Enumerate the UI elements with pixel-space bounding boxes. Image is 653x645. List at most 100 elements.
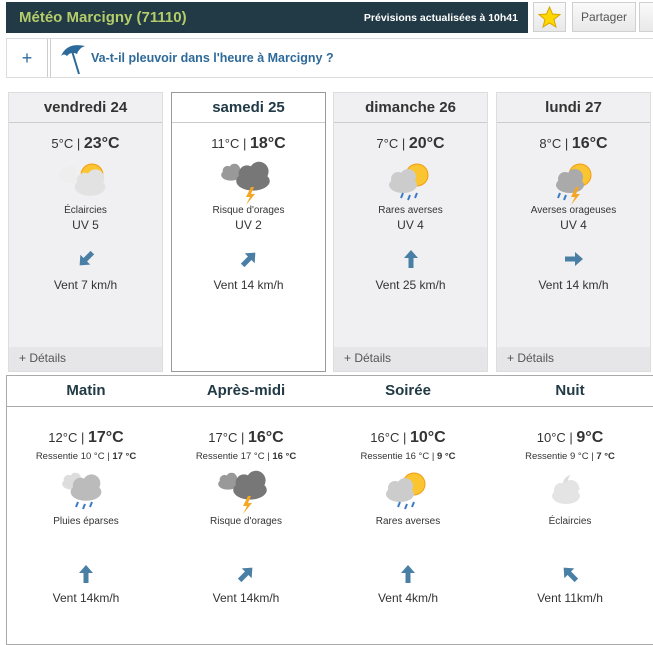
day-name: samedi 25	[172, 93, 325, 123]
wind-arrow-icon	[79, 250, 94, 266]
details-label: Détails	[354, 351, 392, 365]
weather-description: Pluies éparses	[53, 516, 119, 527]
temp-min: 8°C	[539, 136, 562, 151]
wind-speed: Vent 14km/h	[212, 591, 280, 605]
temp-max: 16°C	[247, 429, 284, 446]
temperature-range: 12°C | 17°C	[48, 429, 124, 446]
wind-arrow-icon	[237, 567, 253, 583]
weather-description: Risque d'orages	[212, 205, 285, 216]
favorite-button[interactable]	[533, 2, 566, 32]
weather-description: Rares averses	[375, 516, 441, 527]
details-button[interactable]: + Détails	[334, 347, 487, 371]
sun-rain-showers-icon	[388, 163, 428, 201]
share-button[interactable]: Partager	[572, 2, 636, 32]
thunderstorm-icon	[218, 470, 267, 514]
temp-min: 12°C	[48, 430, 78, 445]
header-bar: Météo Marcigny (71110) Prévisions actual…	[6, 2, 528, 33]
feels-like-max: 7 °C	[596, 451, 615, 462]
weather-description: Risque d'orages	[210, 516, 282, 527]
day-card[interactable]: samedi 25 11°C | 18°C Risque d'orages UV…	[171, 92, 326, 372]
day-name: dimanche 26	[334, 93, 487, 123]
wind-arrow-icon	[403, 250, 418, 268]
day-card[interactable]: dimanche 26 7°C | 20°C Rares averses UV …	[333, 92, 488, 372]
wind-arrow-icon	[564, 252, 583, 266]
period-name: Nuit	[555, 382, 585, 399]
umbrella-icon	[61, 45, 85, 75]
period-header-row: Matin Après-midi Soirée Nuit	[7, 376, 653, 407]
moon-cloud-icon	[552, 473, 584, 504]
wind-speed: Vent 25 km/h	[375, 278, 446, 292]
period-column: 10°C | 9°C Ressentie 9 °C | 7 °C Éclairc…	[489, 406, 651, 605]
sun-thunder-rain-icon	[555, 163, 591, 205]
temp-max: 20°C	[408, 135, 445, 152]
feels-like-min: Ressentie 16 °C |	[360, 451, 435, 462]
feels-like-min: Ressentie 10 °C |	[35, 451, 110, 462]
temp-max: 9°C	[576, 429, 604, 446]
feels-like-max: 17 °C	[112, 451, 137, 462]
wind-speed: Vent 14 km/h	[538, 278, 609, 292]
period-name: Matin	[66, 382, 106, 399]
temp-max: 17°C	[87, 429, 124, 446]
details-label: Détails	[517, 351, 555, 365]
day-name: vendredi 24	[9, 93, 162, 123]
uv-index: UV 4	[397, 218, 424, 232]
temp-max: 16°C	[571, 135, 608, 152]
thunderstorm-icon	[220, 161, 270, 205]
day-detail-panel: Matin Après-midi Soirée Nuit 12°C | 17°C Re…	[6, 375, 653, 645]
wind-speed: Vent 14 km/h	[213, 278, 284, 292]
wind-speed: Vent 4km/h	[377, 591, 439, 605]
day-card[interactable]: vendredi 24 5°C | 23°C Éclaircies UV 5 V…	[8, 92, 163, 372]
feels-like: Ressentie 17 °C | 16 °C	[165, 451, 327, 462]
uv-index: UV 4	[560, 218, 587, 232]
day-name: lundi 27	[497, 93, 650, 123]
temp-min: 10°C	[536, 430, 566, 445]
temp-min: 11°C	[211, 136, 240, 151]
wind-speed: Vent 14km/h	[52, 591, 120, 605]
temperature-range: 17°C | 16°C	[208, 429, 284, 446]
temperature-range: 5°C | 23°C	[51, 135, 120, 152]
sun-rain-showers-icon	[386, 472, 426, 510]
wind-speed: Vent 7 km/h	[53, 278, 118, 292]
wind-arrow-icon	[563, 567, 579, 583]
star-icon	[537, 5, 562, 29]
feels-like: Ressentie 10 °C | 17 °C	[5, 451, 167, 462]
weather-description: Éclaircies	[548, 516, 592, 527]
weather-description: Averses orageuses	[530, 205, 617, 216]
cloud-rain-icon	[62, 472, 102, 510]
uv-index: UV 5	[72, 218, 99, 232]
temp-min: 16°C	[370, 430, 400, 445]
temperature-range: 16°C | 10°C	[370, 429, 446, 446]
feels-like-max: 9 °C	[436, 451, 456, 462]
feels-like-min: Ressentie 17 °C |	[195, 451, 270, 462]
more-button[interactable]	[639, 2, 653, 32]
details-button[interactable]: + Détails	[497, 347, 650, 371]
rain-banner[interactable]: + Va-t-il pleuvoir dans l'heure à Marcig…	[6, 38, 653, 78]
period-name: Soirée	[385, 382, 431, 399]
temp-max: 18°C	[249, 135, 286, 152]
details-button[interactable]: + Détails	[9, 347, 162, 371]
feels-like: Ressentie 9 °C | 7 °C	[489, 451, 651, 462]
wind-speed: Vent 11km/h	[537, 591, 603, 605]
wind-arrow-icon	[240, 252, 255, 268]
sun-behind-cloud-icon	[57, 163, 105, 196]
uv-index: UV 2	[235, 218, 262, 232]
feels-like: Ressentie 16 °C | 9 °C	[327, 451, 489, 462]
temperature-range: 10°C | 9°C	[536, 429, 604, 446]
weather-description: Rares averses	[378, 205, 443, 216]
wind-arrow-icon	[401, 565, 415, 583]
rain-question-link[interactable]: Va-t-il pleuvoir dans l'heure à Marcigny…	[91, 51, 334, 65]
page-title: Météo Marcigny (71110)	[19, 9, 187, 26]
update-time: Prévisions actualisées à 10h41	[363, 12, 518, 24]
day-card[interactable]: lundi 27 8°C | 16°C Averses orageuses UV…	[496, 92, 651, 372]
temp-min: 17°C	[208, 430, 238, 445]
temp-max: 23°C	[83, 135, 120, 152]
temp-min: 7°C	[376, 136, 399, 151]
temperature-range: 7°C | 20°C	[376, 135, 445, 152]
feels-like-max: 16 °C	[272, 451, 297, 462]
period-column: 17°C | 16°C Ressentie 17 °C | 16 °C Risq…	[165, 406, 327, 605]
feels-like-min: Ressentie 9 °C |	[525, 451, 594, 462]
expand-button[interactable]: +	[7, 39, 51, 77]
weather-description: Éclaircies	[64, 205, 107, 216]
period-name: Après-midi	[206, 382, 286, 399]
wind-arrow-icon	[79, 565, 93, 583]
